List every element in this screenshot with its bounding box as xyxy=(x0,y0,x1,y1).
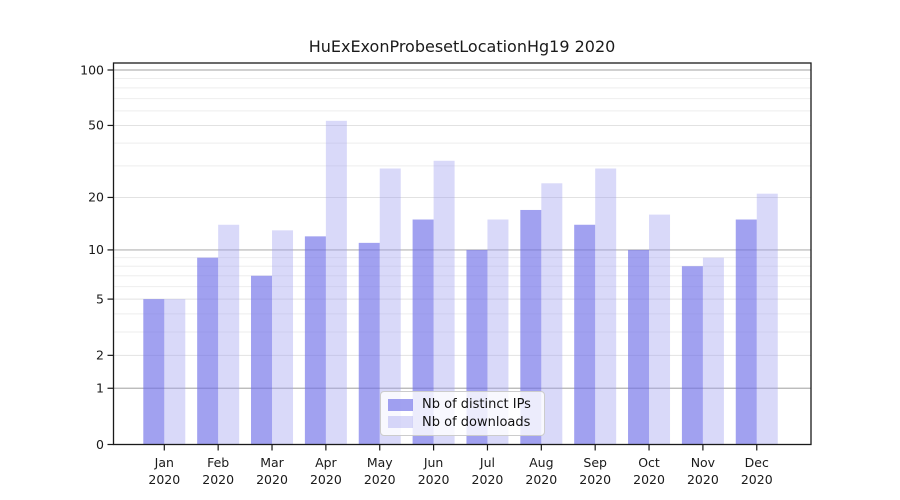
y-tick-label: 0 xyxy=(96,437,104,452)
x-tick-label-month: Aug xyxy=(529,455,553,470)
bar-downloads-jan xyxy=(164,299,186,445)
legend-item-downloads: Nb of downloads xyxy=(381,416,544,429)
bar-distinct-ips-apr xyxy=(304,236,326,445)
bar-downloads-jul xyxy=(487,219,509,445)
x-tick-label-month: Oct xyxy=(638,455,660,470)
bar-distinct-ips-mar xyxy=(251,275,273,445)
y-tick-label: 10 xyxy=(88,242,104,257)
legend-swatch-downloads xyxy=(388,416,413,428)
bar-downloads-sep xyxy=(595,168,617,445)
y-tick-label: 1 xyxy=(96,381,104,396)
x-tick-label-year: 2020 xyxy=(202,472,234,487)
x-tick-label-year: 2020 xyxy=(633,472,665,487)
x-tick-label-year: 2020 xyxy=(310,472,342,487)
bar-downloads-nov xyxy=(702,257,724,445)
legend-item-distinct-ips: Nb of distinct IPs xyxy=(381,398,544,411)
x-tick-label-month: May xyxy=(367,455,393,470)
x-tick-label-year: 2020 xyxy=(472,472,504,487)
legend-swatch-distinct-ips xyxy=(388,399,413,411)
x-tick-label-year: 2020 xyxy=(148,472,180,487)
y-tick-label: 20 xyxy=(88,190,104,205)
legend-label-downloads: Nb of downloads xyxy=(422,414,531,430)
x-tick-label-year: 2020 xyxy=(364,472,396,487)
x-tick-label-month: Sep xyxy=(583,455,607,470)
x-tick-label-year: 2020 xyxy=(687,472,719,487)
y-tick-label: 100 xyxy=(80,62,104,77)
x-tick-label-month: Jun xyxy=(423,455,444,470)
x-tick-label-month: Dec xyxy=(745,455,769,470)
x-tick-label-month: Jan xyxy=(154,455,174,470)
bar-downloads-aug xyxy=(541,183,563,445)
x-tick-label-month: Mar xyxy=(260,455,284,470)
bar-distinct-ips-feb xyxy=(197,257,219,445)
y-tick-label: 50 xyxy=(88,118,104,133)
bar-downloads-feb xyxy=(218,224,240,445)
bar-downloads-dec xyxy=(756,193,778,445)
bar-distinct-ips-aug xyxy=(520,209,542,445)
legend-label-distinct-ips: Nb of distinct IPs xyxy=(422,397,531,413)
bar-distinct-ips-may xyxy=(358,242,380,445)
chart-title: HuExExonProbesetLocationHg19 2020 xyxy=(308,37,616,56)
x-tick-label-year: 2020 xyxy=(418,472,450,487)
bar-distinct-ips-sep xyxy=(574,224,596,445)
x-tick-label-year: 2020 xyxy=(741,472,773,487)
x-tick-label-month: Jul xyxy=(479,455,495,470)
bar-downloads-oct xyxy=(649,214,671,445)
bar-distinct-ips-dec xyxy=(735,219,757,445)
x-tick-label-year: 2020 xyxy=(579,472,611,487)
bar-downloads-mar xyxy=(272,230,294,445)
legend: Nb of distinct IPs Nb of downloads xyxy=(380,391,545,436)
bar-distinct-ips-jun xyxy=(412,219,434,445)
bar-downloads-jun xyxy=(433,160,455,445)
y-tick-label: 5 xyxy=(96,291,104,306)
x-tick-label-month: Nov xyxy=(691,455,716,470)
x-tick-label-month: Apr xyxy=(315,455,337,470)
bar-distinct-ips-jan xyxy=(143,299,165,445)
x-tick-label-year: 2020 xyxy=(525,472,557,487)
x-tick-label-month: Feb xyxy=(207,455,229,470)
y-tick-label: 2 xyxy=(96,348,104,363)
x-tick-label-year: 2020 xyxy=(256,472,288,487)
bar-downloads-may xyxy=(379,168,401,445)
bar-downloads-apr xyxy=(325,120,347,445)
bar-distinct-ips-nov xyxy=(681,266,703,445)
axis-box xyxy=(112,62,812,446)
bar-distinct-ips-oct xyxy=(628,249,650,445)
